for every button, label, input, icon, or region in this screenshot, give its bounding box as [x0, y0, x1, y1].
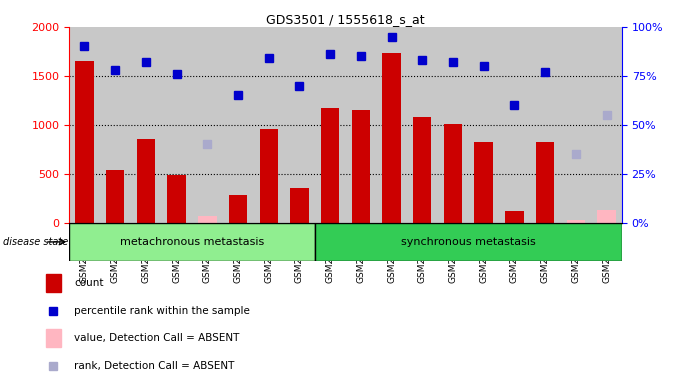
- Bar: [260, 129, 278, 223]
- Title: GDS3501 / 1555618_s_at: GDS3501 / 1555618_s_at: [266, 13, 425, 26]
- Text: metachronous metastasis: metachronous metastasis: [120, 237, 264, 247]
- Bar: [499, 27, 530, 223]
- Bar: [284, 27, 315, 223]
- Bar: [437, 27, 468, 223]
- Bar: [254, 27, 284, 223]
- Bar: [69, 223, 315, 261]
- Bar: [475, 142, 493, 223]
- Bar: [75, 61, 94, 223]
- Bar: [69, 27, 100, 223]
- Text: rank, Detection Call = ABSENT: rank, Detection Call = ABSENT: [75, 361, 235, 371]
- Text: disease state: disease state: [3, 237, 68, 247]
- Bar: [315, 223, 622, 261]
- Bar: [560, 27, 591, 223]
- Bar: [597, 210, 616, 223]
- Bar: [591, 27, 622, 223]
- Bar: [315, 27, 346, 223]
- Bar: [100, 27, 131, 223]
- Bar: [46, 329, 61, 347]
- Bar: [290, 189, 309, 223]
- Bar: [161, 27, 192, 223]
- Bar: [198, 216, 216, 223]
- Text: synchronous metastasis: synchronous metastasis: [401, 237, 536, 247]
- Bar: [352, 110, 370, 223]
- Text: count: count: [75, 278, 104, 288]
- Bar: [413, 117, 431, 223]
- Bar: [321, 108, 339, 223]
- Bar: [137, 139, 155, 223]
- Bar: [382, 53, 401, 223]
- Bar: [530, 27, 560, 223]
- Bar: [505, 211, 524, 223]
- Bar: [192, 27, 223, 223]
- Bar: [407, 27, 437, 223]
- Bar: [131, 27, 161, 223]
- Bar: [444, 124, 462, 223]
- Bar: [567, 220, 585, 223]
- Bar: [229, 195, 247, 223]
- Bar: [167, 175, 186, 223]
- Bar: [223, 27, 254, 223]
- Bar: [468, 27, 499, 223]
- Bar: [376, 27, 407, 223]
- Bar: [106, 170, 124, 223]
- Text: value, Detection Call = ABSENT: value, Detection Call = ABSENT: [75, 333, 240, 343]
- Text: percentile rank within the sample: percentile rank within the sample: [75, 306, 250, 316]
- Bar: [46, 274, 61, 291]
- Bar: [536, 142, 554, 223]
- Bar: [346, 27, 376, 223]
